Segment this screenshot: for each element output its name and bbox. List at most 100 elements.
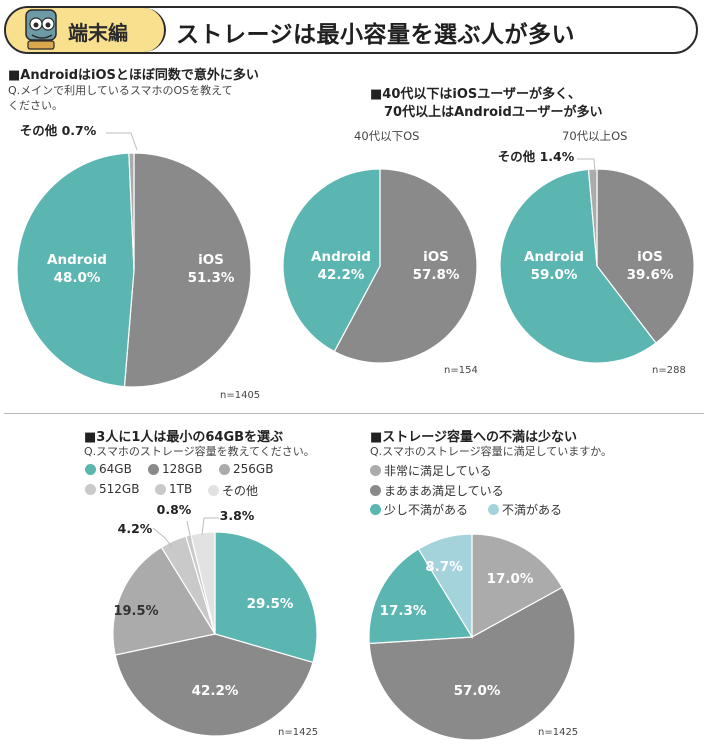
legend-item: 256GB bbox=[219, 462, 273, 476]
pie-slice-その他 bbox=[128, 152, 135, 271]
slice-value-label: 29.5% bbox=[247, 596, 294, 612]
section-divider bbox=[4, 413, 704, 414]
slice-value-label: 51.3% bbox=[188, 270, 235, 286]
pie-slice-不満がある bbox=[417, 533, 473, 640]
legend-label: 不満がある bbox=[502, 503, 563, 517]
legend-label: 非常に満足している bbox=[384, 464, 492, 478]
legend-item: その他 bbox=[208, 482, 258, 499]
legend-swatch bbox=[85, 463, 96, 475]
pie-slice-iOS bbox=[123, 152, 252, 388]
pie-slice-iOS bbox=[333, 168, 478, 364]
satisfaction-pie: 17.0% 57.0% 17.3% 8.7% bbox=[368, 533, 576, 741]
legend-swatch bbox=[219, 463, 230, 475]
slice-category-label: iOS bbox=[637, 249, 663, 265]
legend-item: 不満がある bbox=[488, 501, 562, 518]
legend-swatch bbox=[155, 483, 166, 495]
pie-slice-256GB bbox=[112, 546, 216, 656]
os_40s-pie: iOS 57.8% Android 42.2% bbox=[282, 168, 478, 364]
legend-label: 64GB bbox=[99, 462, 132, 476]
storage-title: ■3人に1人は最小の64GBを選ぶ bbox=[84, 430, 284, 445]
legend-label: 1TB bbox=[169, 482, 193, 496]
leader-line bbox=[152, 527, 173, 548]
os_all-pie: iOS 51.3% Android 48.0% その他 0.7% bbox=[16, 123, 252, 388]
n-label-storage: n=1425 bbox=[278, 727, 319, 738]
slice-category-label: Android bbox=[311, 249, 371, 265]
slice-label: 3.8% bbox=[220, 508, 255, 523]
pie-slice-64GB bbox=[214, 531, 318, 664]
os-40s-subtitle: 40代以下OS bbox=[354, 129, 420, 143]
slice-label: その他 0.7% bbox=[20, 123, 97, 138]
legend-swatch bbox=[370, 485, 381, 496]
category-tag-label: 端末編 bbox=[68, 21, 128, 45]
legend-item: 少し不満がある bbox=[370, 501, 468, 518]
os-share-question-2: ください。 bbox=[8, 99, 63, 112]
os-age-title-1: ■40代以下はiOSユーザーが多く、 bbox=[370, 87, 581, 102]
legend-swatch bbox=[370, 465, 381, 476]
slice-category-label: iOS bbox=[198, 252, 224, 268]
slice-value-label: 59.0% bbox=[531, 267, 578, 283]
storage-pie: 29.5% 42.2% 19.5% 4.2% 0.8% 3.8% bbox=[112, 502, 318, 737]
os_70s-pie: iOS 39.6% Android 59.0% その他 1.4% bbox=[498, 149, 695, 364]
mascot-icon bbox=[25, 9, 57, 50]
leader-line bbox=[577, 158, 596, 173]
pie-slice-その他 bbox=[587, 168, 598, 267]
legend-label: その他 bbox=[222, 484, 259, 498]
legend-label: 128GB bbox=[162, 462, 203, 476]
leader-line bbox=[106, 132, 138, 151]
pie-slice-128GB bbox=[114, 633, 314, 737]
slice-value-label: 17.0% bbox=[487, 571, 534, 587]
legend-label: 256GB bbox=[233, 462, 274, 476]
header-banner: 端末編 ストレージは最小容量を選ぶ人が多い bbox=[4, 6, 698, 54]
n-label-os-all: n=1405 bbox=[220, 390, 261, 401]
slice-value-label: 17.3% bbox=[380, 603, 427, 619]
pie-slice-非常に満足している bbox=[471, 533, 564, 639]
n-label-satisfaction: n=1425 bbox=[538, 727, 579, 738]
legend-label: 512GB bbox=[99, 482, 140, 496]
legend-swatch bbox=[370, 504, 381, 515]
slice-value-label: 42.2% bbox=[192, 683, 239, 699]
pie-slice-Android bbox=[282, 168, 381, 353]
slice-label: 4.2% bbox=[118, 521, 153, 536]
category-tag: 端末編 bbox=[6, 8, 166, 52]
slice-label: その他 1.4% bbox=[498, 149, 575, 164]
os-age-title-2: 70代以上はAndroidユーザーが多い bbox=[384, 105, 603, 120]
legend-swatch bbox=[208, 485, 219, 496]
slice-value-label: 57.8% bbox=[413, 267, 460, 283]
pie-slice-まあまあ満足している bbox=[368, 586, 576, 741]
slice-value-label: 57.0% bbox=[454, 683, 501, 699]
pie-slice-Android bbox=[499, 168, 657, 364]
pie-slice-少し不満がある bbox=[368, 548, 474, 645]
pie-slice-Android bbox=[16, 152, 135, 388]
legend-swatch bbox=[488, 504, 499, 515]
n-label-os-70s: n=288 bbox=[652, 365, 686, 376]
satisfaction-question: Q.スマホのストレージ容量に満足していますか。 bbox=[370, 445, 613, 458]
legend-item: 64GB bbox=[85, 462, 132, 476]
slice-value-label: 42.2% bbox=[318, 267, 365, 283]
leader-line bbox=[201, 517, 219, 536]
slice-category-label: iOS bbox=[423, 249, 449, 265]
leader-line bbox=[186, 520, 192, 541]
slice-value-label: 48.0% bbox=[54, 270, 101, 286]
slice-value-label: 19.5% bbox=[113, 604, 158, 619]
legend-label: まあまあ満足している bbox=[384, 484, 504, 498]
legend-item: 非常に満足している bbox=[370, 462, 492, 479]
storage-question: Q.スマホのストレージ容量を教えてください。 bbox=[84, 445, 315, 458]
page-title: ストレージは最小容量を選ぶ人が多い bbox=[176, 22, 576, 48]
pie-slice-その他 bbox=[190, 531, 216, 635]
legend-item: まあまあ満足している bbox=[370, 482, 504, 499]
legend-item: 128GB bbox=[148, 462, 202, 476]
legend-swatch bbox=[148, 463, 159, 475]
satisfaction-title: ■ストレージ容量への不満は少ない bbox=[370, 430, 578, 445]
slice-category-label: Android bbox=[47, 252, 107, 268]
slice-label: 0.8% bbox=[157, 502, 192, 517]
slice-value-label: 39.6% bbox=[627, 267, 674, 283]
legend-swatch bbox=[85, 483, 96, 495]
os-70s-subtitle: 70代以上OS bbox=[562, 129, 628, 143]
os-share-title: ■AndroidはiOSとほぼ同数で意外に多い bbox=[8, 68, 259, 83]
os-share-question-1: Q.メインで利用しているスマホのOSを教えて bbox=[8, 84, 233, 97]
slice-category-label: Android bbox=[524, 249, 584, 265]
legend-label: 少し不満がある bbox=[384, 503, 469, 517]
slice-value-label: 8.7% bbox=[425, 559, 463, 575]
legend-item: 512GB bbox=[85, 482, 139, 496]
